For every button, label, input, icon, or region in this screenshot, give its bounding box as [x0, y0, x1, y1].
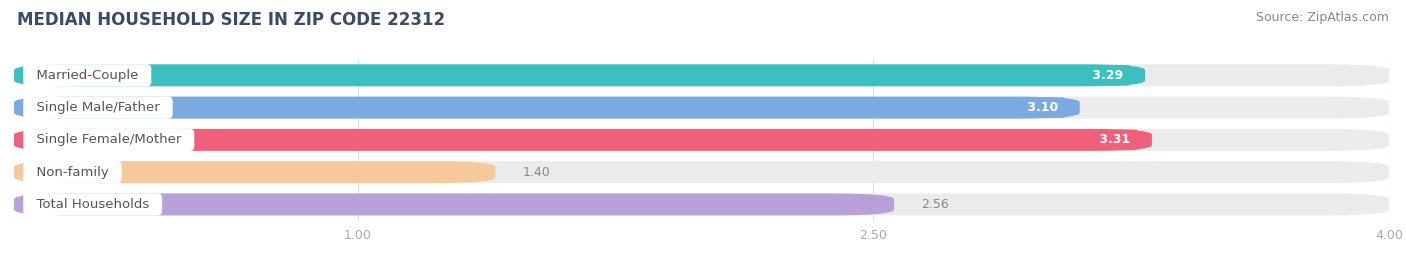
Text: Source: ZipAtlas.com: Source: ZipAtlas.com	[1256, 11, 1389, 24]
Text: Married-Couple: Married-Couple	[28, 69, 146, 82]
Text: MEDIAN HOUSEHOLD SIZE IN ZIP CODE 22312: MEDIAN HOUSEHOLD SIZE IN ZIP CODE 22312	[17, 11, 444, 29]
FancyBboxPatch shape	[14, 97, 1080, 119]
Text: Total Households: Total Households	[28, 198, 157, 211]
FancyBboxPatch shape	[14, 129, 1152, 151]
FancyBboxPatch shape	[14, 97, 1389, 119]
Text: 3.31: 3.31	[1095, 133, 1135, 146]
FancyBboxPatch shape	[14, 64, 1389, 86]
FancyBboxPatch shape	[14, 64, 1144, 86]
Text: Single Male/Father: Single Male/Father	[28, 101, 169, 114]
Text: 2.56: 2.56	[921, 198, 949, 211]
Text: Single Female/Mother: Single Female/Mother	[28, 133, 190, 146]
FancyBboxPatch shape	[14, 193, 894, 215]
FancyBboxPatch shape	[14, 161, 495, 183]
Text: Non-family: Non-family	[28, 166, 117, 179]
Text: 3.10: 3.10	[1024, 101, 1063, 114]
FancyBboxPatch shape	[14, 193, 1389, 215]
Text: 3.29: 3.29	[1088, 69, 1128, 82]
FancyBboxPatch shape	[14, 129, 1389, 151]
FancyBboxPatch shape	[14, 161, 1389, 183]
Text: 1.40: 1.40	[523, 166, 551, 179]
